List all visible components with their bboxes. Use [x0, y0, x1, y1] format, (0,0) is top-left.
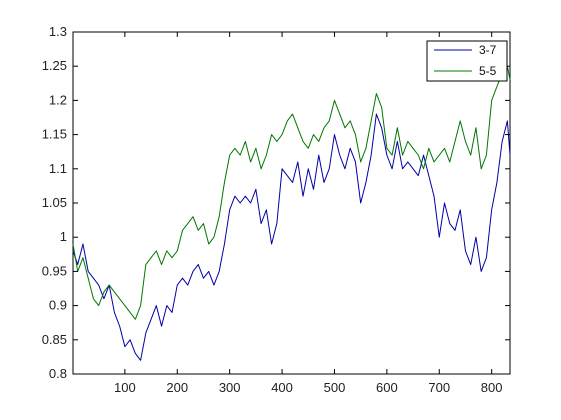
- plot-area: [72, 31, 511, 375]
- y-tick-label: 1.25: [42, 58, 67, 73]
- legend-label-5-5: 5-5: [479, 64, 497, 78]
- x-tick-label: 800: [481, 380, 503, 395]
- y-tick-label: 0.9: [49, 298, 67, 313]
- x-tick-label: 200: [166, 380, 188, 395]
- x-tick-label: 100: [114, 380, 136, 395]
- x-tick-label: 300: [219, 380, 241, 395]
- ticks-layer: 100 200 300 400 500 600 700 800 0.8 0.85 0.9 0.95 1 1…: [42, 24, 510, 395]
- legend-box: [426, 40, 508, 82]
- y-tick-label: 0.8: [49, 366, 67, 381]
- x-tick-label: 600: [376, 380, 398, 395]
- y-tick-label: 1.05: [42, 195, 67, 210]
- legend: 3-7 5-5: [426, 40, 508, 82]
- x-tick-label: 500: [324, 380, 346, 395]
- series-layer: [72, 65, 511, 361]
- y-tick-label: 0.85: [42, 332, 67, 347]
- y-tick-label: 1.3: [49, 24, 67, 39]
- series-line-3-7: [72, 113, 511, 361]
- y-tick-label: 1.15: [42, 127, 67, 142]
- y-tick-label: 1.1: [49, 161, 67, 176]
- legend-label-3-7: 3-7: [479, 43, 497, 57]
- x-tick-label: 700: [428, 380, 450, 395]
- y-tick-label: 0.95: [42, 263, 67, 278]
- series-line-5-5: [72, 65, 511, 320]
- x-tick-label: 400: [271, 380, 293, 395]
- y-tick-label: 1: [60, 229, 67, 244]
- y-tick-label: 1.2: [49, 92, 67, 107]
